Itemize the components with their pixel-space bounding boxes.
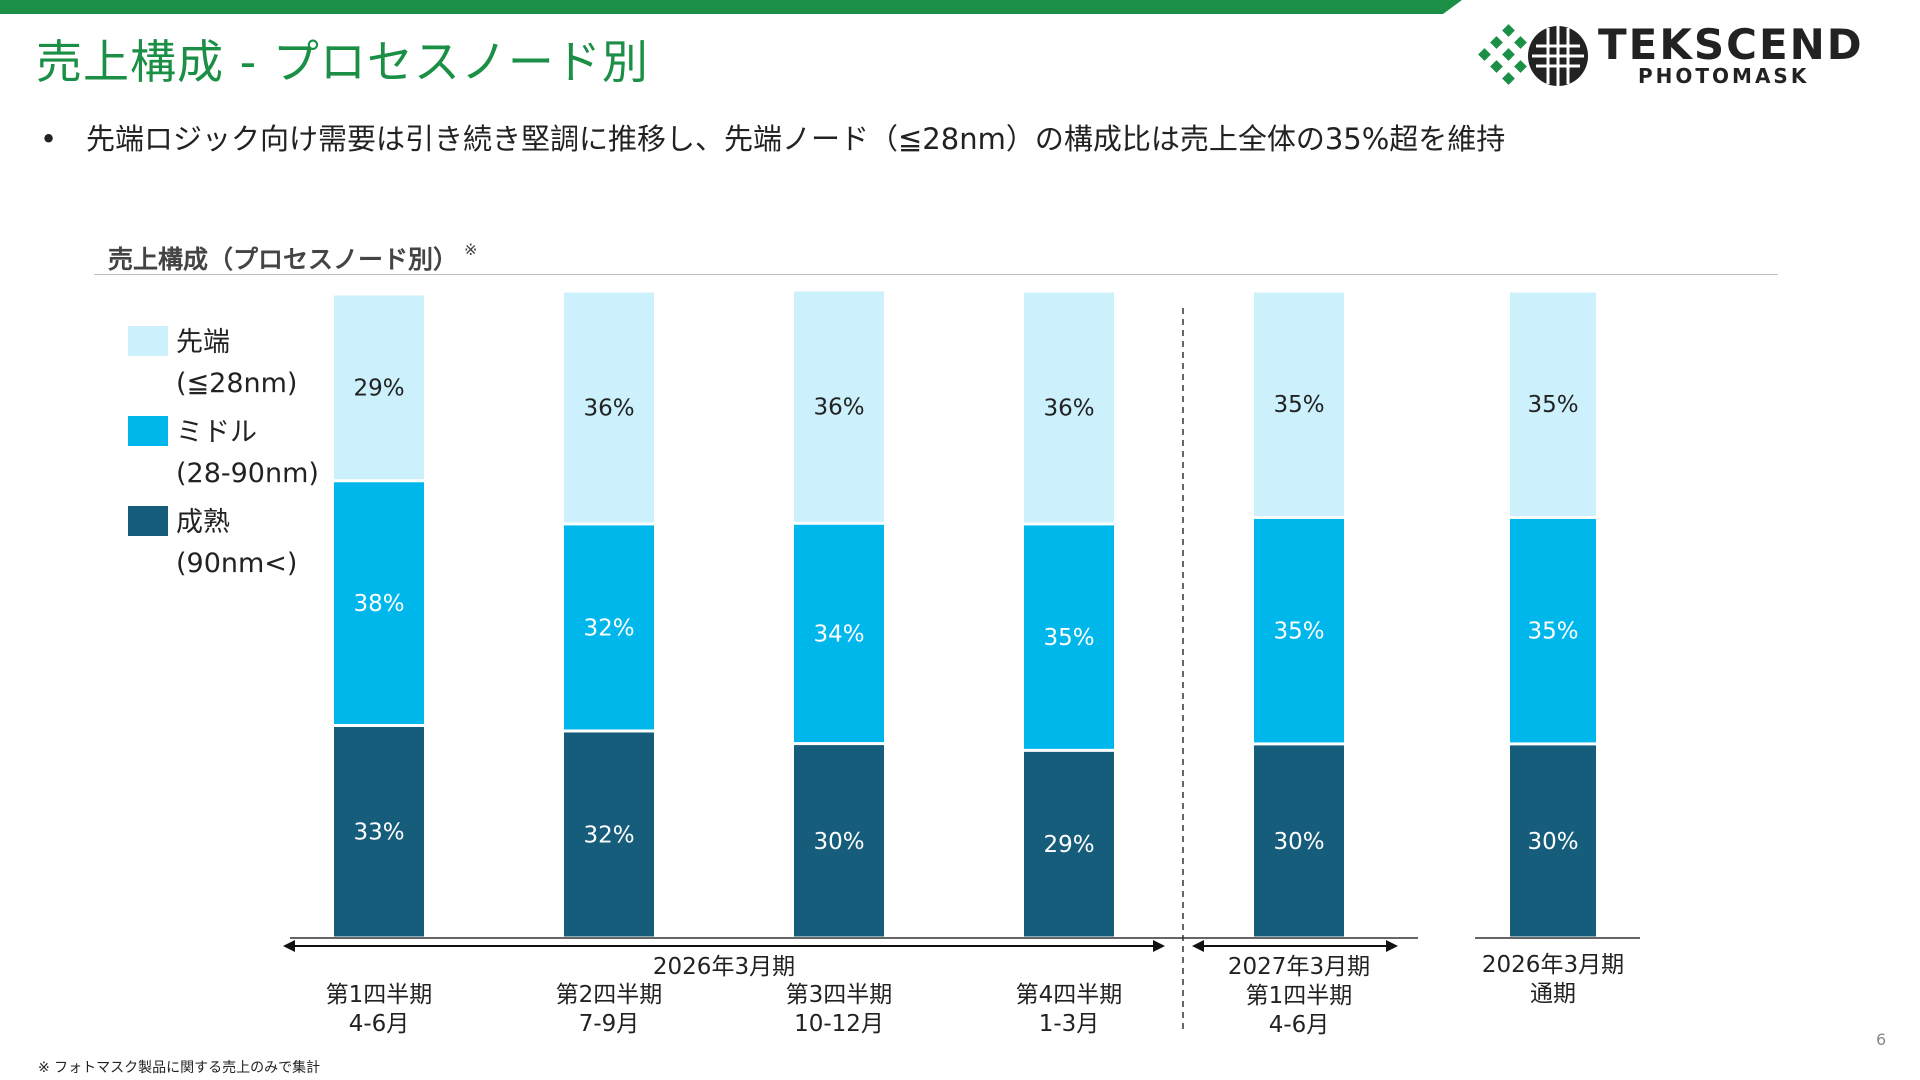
category-label-0-1: 4-6月 <box>349 1011 410 1037</box>
bar-segment-3-0 <box>1024 751 1114 937</box>
legend-label-middle: ミドル <box>176 417 257 448</box>
data-label-3-0: 29% <box>1043 832 1094 858</box>
legend-label-advanced: 先端 <box>176 327 230 358</box>
data-label-0-1: 38% <box>353 591 404 617</box>
category-label-5-0: 2026年3月期 <box>1482 952 1624 978</box>
legend-label-mature: 成熟 <box>176 507 230 538</box>
group-arrow-2027-head-right <box>1386 940 1398 952</box>
data-label-1-1: 32% <box>583 615 634 641</box>
bar-segment-2-0 <box>794 745 884 937</box>
bar-segment-5-0 <box>1510 745 1596 937</box>
slide-title: 売上構成 - プロセスノード別 <box>36 35 649 89</box>
category-label-4-2: 4-6月 <box>1269 1012 1330 1038</box>
bar-segment-0-0 <box>334 726 424 937</box>
bar-segment-4-0 <box>1254 745 1344 937</box>
category-label-4-1: 第1四半期 <box>1246 983 1353 1009</box>
group-arrow-2026-head-right <box>1153 940 1165 952</box>
group-label-2026: 2026年3月期 <box>653 954 795 980</box>
data-label-5-1: 35% <box>1527 619 1578 645</box>
logo-subtitle: PHOTOMASK <box>1638 64 1810 88</box>
legend-range-advanced: (≦28nm) <box>176 368 298 399</box>
top-accent-bar <box>0 0 1462 14</box>
bar-segment-2-2 <box>794 291 884 522</box>
bar-segment-3-2 <box>1024 292 1114 523</box>
category-label-4-0: 2027年3月期 <box>1228 954 1370 980</box>
logo-wordmark: TEKSCEND <box>1598 20 1864 69</box>
footnote: ※ フォトマスク製品に関する売上のみで集計 <box>38 1060 321 1076</box>
data-label-1-0: 32% <box>583 822 634 848</box>
data-label-0-0: 33% <box>353 820 404 846</box>
bullet-text: 先端ロジック向け需要は引き続き堅調に推移し、先端ノード（≦28nm）の構成比は売… <box>86 122 1506 156</box>
company-logo: TEKSCEND PHOTOMASK <box>1474 20 1894 96</box>
bar-segment-0-2 <box>334 295 424 480</box>
legend-range-mature: (90nm<) <box>176 548 298 579</box>
data-label-2-0: 30% <box>813 829 864 855</box>
group-arrow-2026-head-left <box>283 940 295 952</box>
logo-mark-icon <box>1478 24 1588 86</box>
chart-heading-note-mark: ※ <box>464 240 478 259</box>
legend-range-middle: (28-90nm) <box>176 458 319 489</box>
data-label-4-2: 35% <box>1273 392 1324 418</box>
bar-segment-3-1 <box>1024 525 1114 749</box>
group-arrow-2027-head-left <box>1192 940 1204 952</box>
data-label-3-2: 36% <box>1043 395 1094 421</box>
category-label-3-0: 第4四半期 <box>1016 982 1123 1008</box>
summary-bullet: • 先端ロジック向け需要は引き続き堅調に推移し、先端ノード（≦28nm）の構成比は… <box>40 116 1505 158</box>
bar-segment-5-1 <box>1510 518 1596 743</box>
chart-heading: 売上構成（プロセスノード別） ※ <box>108 240 477 276</box>
data-label-2-1: 34% <box>813 621 864 647</box>
category-label-2-0: 第3四半期 <box>786 982 893 1008</box>
data-label-3-1: 35% <box>1043 625 1094 651</box>
heading-divider <box>94 274 1778 275</box>
data-label-2-2: 36% <box>813 395 864 421</box>
chart-heading-text: 売上構成（プロセスノード別） <box>108 245 459 274</box>
bar-segment-1-1 <box>564 525 654 730</box>
legend-swatch-advanced <box>128 326 168 356</box>
data-label-4-1: 35% <box>1273 619 1324 645</box>
bar-segment-5-2 <box>1510 292 1596 516</box>
data-label-0-2: 29% <box>353 375 404 401</box>
category-label-0-0: 第1四半期 <box>326 982 433 1008</box>
bar-segment-4-2 <box>1254 292 1344 516</box>
legend-swatch-mature <box>128 506 168 536</box>
category-label-1-0: 第2四半期 <box>556 982 663 1008</box>
bar-segment-1-2 <box>564 292 654 523</box>
bar-segment-0-1 <box>334 482 424 724</box>
bar-segment-4-1 <box>1254 518 1344 743</box>
data-label-5-2: 35% <box>1527 392 1578 418</box>
data-label-5-0: 30% <box>1527 829 1578 855</box>
category-label-1-1: 7-9月 <box>579 1011 640 1037</box>
bar-segment-2-1 <box>794 524 884 743</box>
data-label-1-2: 36% <box>583 395 634 421</box>
category-label-5-1: 通期 <box>1530 981 1576 1007</box>
data-label-4-0: 30% <box>1273 829 1324 855</box>
legend-swatch-middle <box>128 416 168 446</box>
page-number: 6 <box>1876 1030 1887 1049</box>
category-label-3-1: 1-3月 <box>1039 1011 1100 1037</box>
bar-segment-1-0 <box>564 732 654 937</box>
bullet-marker: • <box>40 122 58 156</box>
category-label-2-1: 10-12月 <box>794 1011 884 1037</box>
